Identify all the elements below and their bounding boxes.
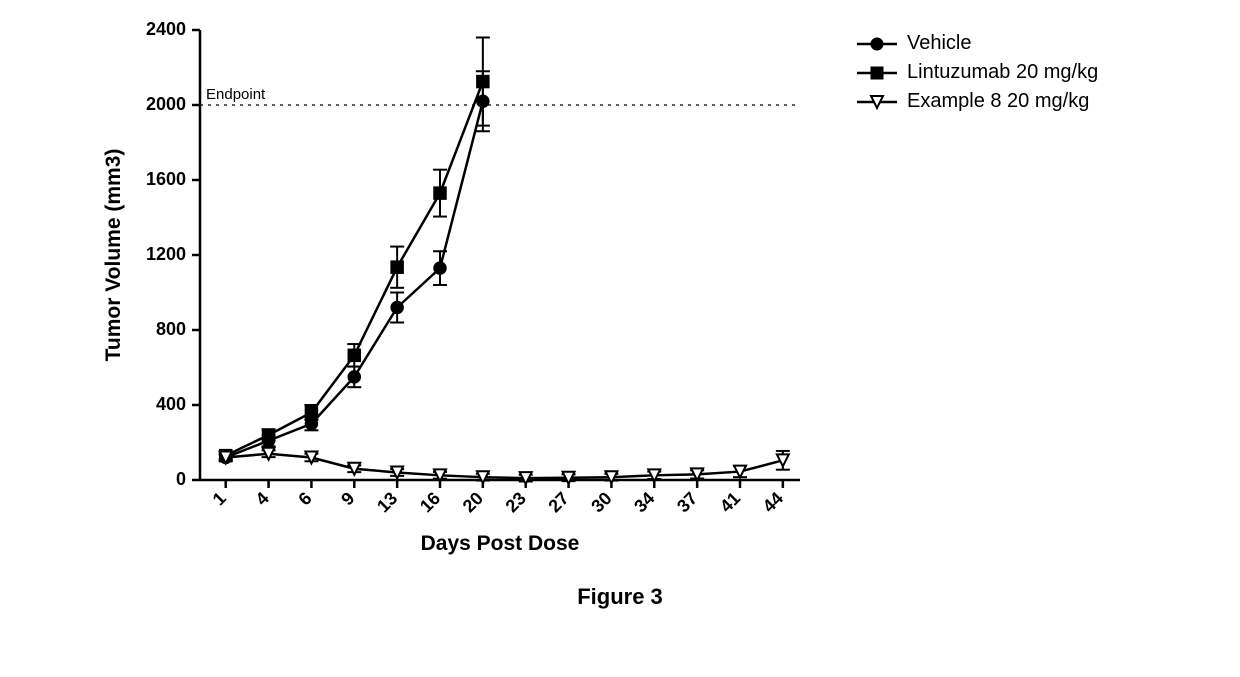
svg-text:6: 6	[294, 488, 315, 509]
svg-text:0: 0	[176, 469, 186, 489]
svg-text:27: 27	[544, 488, 572, 516]
chart-legend: Vehicle Lintuzumab 20 mg/kg Example 8 20 m…	[855, 32, 1098, 119]
svg-text:4: 4	[252, 488, 273, 509]
svg-text:37: 37	[673, 488, 701, 516]
legend-swatch-vehicle	[855, 35, 899, 53]
legend-swatch-example8	[855, 93, 899, 111]
svg-text:1200: 1200	[146, 244, 186, 264]
svg-text:Endpoint: Endpoint	[206, 86, 266, 103]
svg-text:Days Post Dose: Days Post Dose	[421, 532, 580, 555]
svg-text:Tumor Volume (mm3): Tumor Volume (mm3)	[102, 149, 125, 362]
legend-label: Vehicle	[907, 32, 972, 55]
series-vehicle	[219, 71, 490, 463]
svg-text:41: 41	[716, 488, 744, 516]
legend-item-example8: Example 8 20 mg/kg	[855, 90, 1098, 113]
svg-text:44: 44	[759, 488, 787, 516]
legend-label: Example 8 20 mg/kg	[907, 90, 1089, 113]
svg-text:1600: 1600	[146, 169, 186, 189]
legend-item-vehicle: Vehicle	[855, 32, 1098, 55]
svg-text:2000: 2000	[146, 94, 186, 114]
svg-text:2400: 2400	[146, 19, 186, 39]
svg-text:1: 1	[209, 488, 230, 509]
svg-text:13: 13	[373, 488, 401, 516]
figure-caption: Figure 3	[0, 584, 1240, 610]
svg-text:16: 16	[416, 488, 444, 516]
series-example8	[219, 448, 790, 484]
legend-label: Lintuzumab 20 mg/kg	[907, 61, 1098, 84]
svg-text:400: 400	[156, 394, 186, 414]
svg-text:34: 34	[630, 488, 658, 516]
svg-text:800: 800	[156, 319, 186, 339]
figure-container: { "chart": { "type": "line-errorbar", "c…	[0, 0, 1240, 677]
svg-text:23: 23	[502, 488, 530, 516]
svg-text:9: 9	[337, 488, 358, 509]
svg-text:20: 20	[459, 488, 487, 516]
legend-item-lintuzumab: Lintuzumab 20 mg/kg	[855, 61, 1098, 84]
svg-text:30: 30	[587, 488, 615, 516]
legend-swatch-lintuzumab	[855, 64, 899, 82]
